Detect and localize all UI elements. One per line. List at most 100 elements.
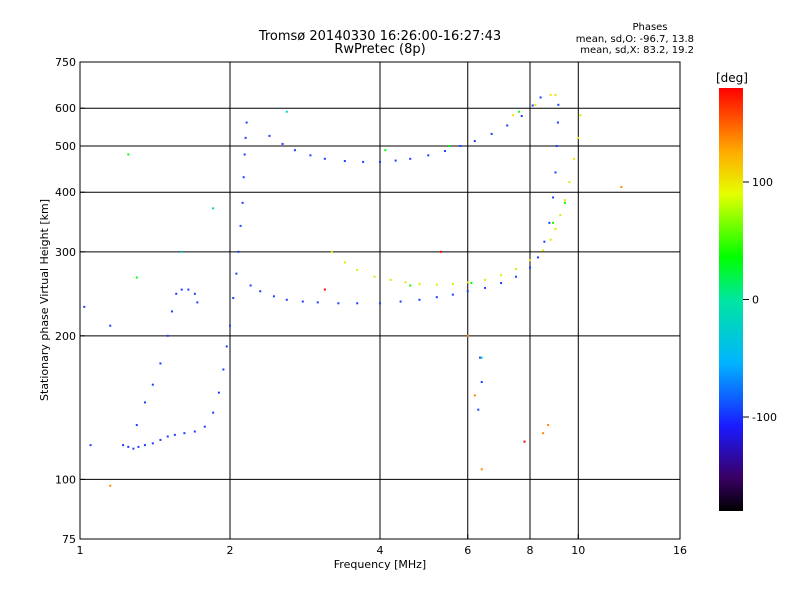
data-point (523, 440, 526, 443)
data-point (500, 282, 503, 285)
data-point (122, 444, 125, 447)
data-point (293, 149, 296, 152)
x-tick-label: 2 (227, 544, 234, 557)
data-point (517, 110, 520, 113)
data-point (479, 356, 482, 359)
data-point (196, 301, 199, 304)
data-point (534, 103, 537, 106)
colorbar-label: [deg] (716, 71, 748, 85)
data-points (83, 93, 623, 487)
data-point (418, 282, 421, 285)
data-point (531, 104, 534, 107)
data-point (515, 268, 518, 271)
data-point (559, 214, 562, 217)
y-tick-label: 100 (55, 473, 76, 486)
data-point (343, 261, 346, 264)
data-point (171, 310, 174, 313)
data-point (563, 201, 566, 204)
x-axis-ticks: 1 2 4 6 8 10 16 (77, 534, 687, 557)
data-point (577, 136, 580, 139)
data-point (409, 284, 412, 287)
data-point (175, 292, 178, 295)
data-point (159, 438, 162, 441)
data-point (515, 275, 518, 278)
y-tick-label: 75 (62, 533, 76, 546)
data-point (480, 356, 483, 359)
data-point (127, 445, 130, 448)
data-point (443, 150, 446, 153)
data-point (556, 121, 559, 124)
data-point (259, 290, 262, 293)
phases-o-mode: mean, sd,O: -96.7, 13.8 (576, 34, 694, 45)
data-point (572, 157, 575, 160)
x-tick-label: 10 (571, 544, 585, 557)
data-point (285, 110, 288, 113)
data-point (435, 296, 438, 299)
data-point (222, 368, 225, 371)
data-point (484, 278, 487, 281)
data-point (109, 324, 112, 327)
data-point (548, 221, 551, 224)
y-tick-label: 600 (55, 102, 76, 115)
data-point (135, 424, 138, 427)
data-point (473, 394, 476, 397)
data-point (203, 425, 206, 428)
data-point (241, 201, 244, 204)
data-point (579, 114, 582, 117)
data-point (237, 250, 240, 253)
data-point (323, 157, 326, 160)
colorbar (719, 88, 743, 511)
data-point (193, 292, 196, 295)
data-point (480, 381, 483, 384)
data-point (470, 282, 473, 285)
data-point (235, 272, 238, 275)
data-point (506, 124, 509, 127)
data-point (394, 159, 397, 162)
x-tick-label: 6 (464, 544, 471, 557)
x-axis-label: Frequency [MHz] (334, 558, 426, 571)
data-point (529, 266, 531, 269)
data-point (500, 274, 503, 277)
data-point (212, 411, 215, 414)
data-point (268, 134, 271, 137)
data-point (554, 171, 557, 174)
data-point (249, 284, 252, 287)
data-point (180, 288, 183, 291)
colorbar-tick-label: 0 (752, 294, 759, 307)
data-point (620, 186, 623, 189)
data-point (151, 442, 154, 445)
data-point (159, 362, 162, 365)
data-point (451, 293, 454, 296)
data-point (542, 432, 545, 435)
data-point (373, 275, 376, 278)
data-point (285, 298, 288, 301)
data-point (439, 250, 442, 253)
data-point (389, 278, 392, 281)
data-point (427, 154, 430, 157)
data-point (323, 288, 326, 291)
x-tick-label: 1 (77, 544, 84, 557)
data-point (539, 96, 542, 99)
x-tick-label: 8 (527, 544, 534, 557)
data-point (554, 93, 557, 96)
chart-title: Tromsø 20140330 16:26:00-16:27:43 (258, 29, 501, 44)
y-tick-label: 200 (55, 330, 76, 343)
data-point (343, 160, 346, 163)
colorbar-tick-label: 100 (752, 176, 773, 189)
data-point (549, 93, 552, 96)
y-tick-label: 500 (55, 140, 76, 153)
data-point (466, 290, 469, 293)
data-point (89, 444, 92, 447)
y-axis-label: Stationary phase Virtual Height [km] (38, 199, 51, 401)
chart-subtitle: RwPretec (8p) (334, 42, 425, 57)
data-point (542, 249, 545, 252)
colorbar-ticks: 100 0 -100 (743, 176, 777, 424)
data-point (187, 288, 190, 291)
data-point (281, 142, 284, 145)
data-point (225, 345, 228, 348)
data-point (529, 259, 531, 262)
data-point (490, 132, 493, 135)
data-point (243, 153, 246, 156)
data-point (480, 468, 483, 471)
